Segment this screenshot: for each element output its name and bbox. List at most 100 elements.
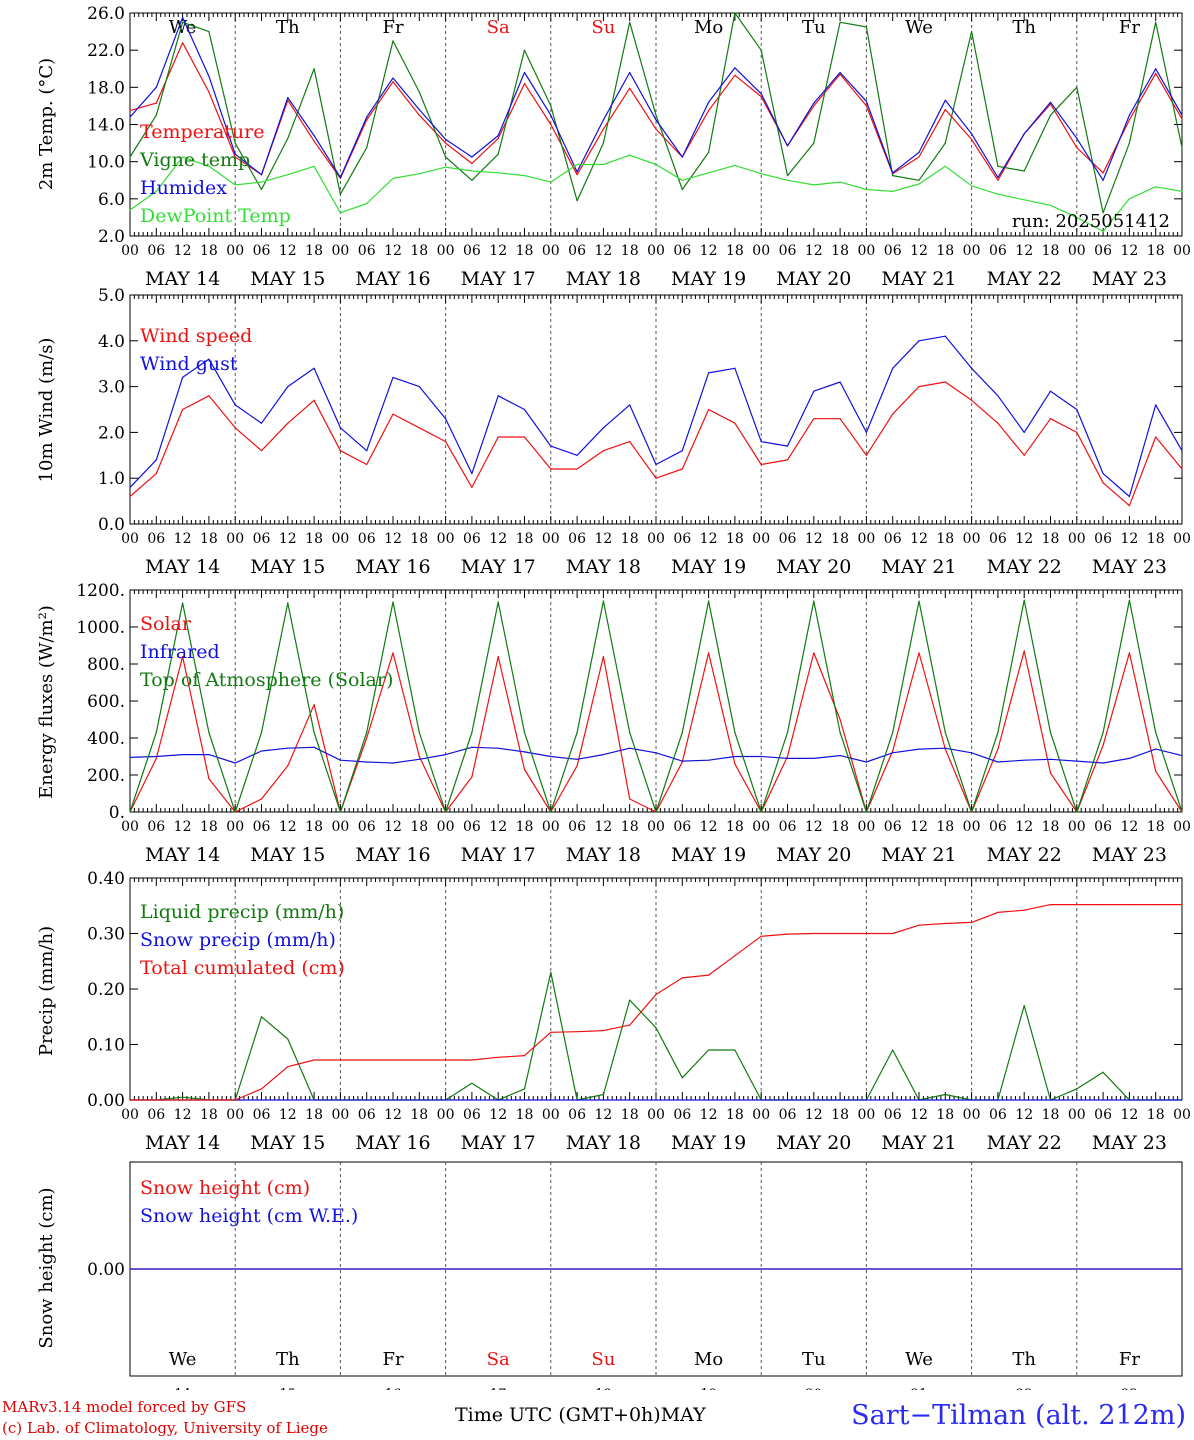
data-point <box>182 376 184 379</box>
data-point <box>1155 404 1157 406</box>
data-point <box>734 367 736 369</box>
hour-tick-label: 18 <box>410 1107 428 1123</box>
data-point <box>1102 1099 1104 1101</box>
data-point <box>418 386 420 388</box>
data-point <box>392 762 394 764</box>
data-point <box>471 156 473 158</box>
data-point <box>892 367 894 369</box>
data-point <box>681 1077 683 1079</box>
data-point <box>681 731 683 734</box>
data-point <box>471 170 473 172</box>
data-point <box>734 955 736 957</box>
hour-tick-label: 00 <box>857 819 875 835</box>
hour-tick-label: 06 <box>358 531 376 547</box>
date-label: MAY 22 <box>987 1132 1062 1154</box>
hour-tick-label: 06 <box>568 243 586 259</box>
hour-tick-label: 18 <box>516 1107 534 1123</box>
hour-tick-label: 12 <box>594 243 612 259</box>
hour-tick-label: 18 <box>621 819 639 835</box>
data-point <box>813 652 815 654</box>
data-point <box>602 754 605 756</box>
data-point <box>260 188 263 191</box>
data-point <box>392 601 394 603</box>
hour-tick-label: 18 <box>621 531 639 547</box>
hour-tick-label: 06 <box>463 243 481 259</box>
y-tick-label: 2.0 <box>98 423 125 443</box>
y-tick-label: 22.0 <box>87 41 125 61</box>
hour-tick-label: 18 <box>200 243 218 259</box>
data-point <box>392 77 394 79</box>
date-label: MAY 22 <box>987 844 1062 866</box>
data-point <box>418 114 420 116</box>
day-number-label: 17 <box>490 1387 507 1390</box>
data-point <box>944 731 946 734</box>
data-point <box>734 755 736 758</box>
data-point <box>839 73 841 75</box>
data-point <box>629 404 631 406</box>
hour-tick-label: 00 <box>1068 1107 1086 1123</box>
data-point <box>918 151 920 153</box>
data-point <box>681 761 683 763</box>
hour-tick-label: 18 <box>936 531 954 547</box>
date-label: MAY 15 <box>250 1132 325 1154</box>
data-point <box>944 165 946 167</box>
data-point <box>1155 21 1157 23</box>
hour-tick-label: 12 <box>279 819 297 835</box>
data-point <box>734 164 736 166</box>
data-point <box>997 395 999 397</box>
data-point <box>445 811 447 813</box>
data-point <box>1128 119 1130 121</box>
data-point <box>971 752 973 754</box>
data-point <box>497 1099 499 1101</box>
weekday-label: We <box>169 1349 197 1370</box>
hour-tick-label: 18 <box>726 531 744 547</box>
data-point <box>629 747 631 749</box>
hour-tick-label: 06 <box>884 1107 902 1123</box>
date-label: MAY 18 <box>566 844 641 866</box>
data-point <box>734 74 736 76</box>
data-point <box>182 21 184 23</box>
data-point <box>523 768 526 771</box>
data-point <box>208 731 210 734</box>
data-point <box>708 109 710 112</box>
date-label: MAY 21 <box>881 1132 956 1154</box>
data-point <box>865 761 868 763</box>
y-tick-label: 200. <box>87 766 125 786</box>
data-point <box>813 184 815 186</box>
data-point <box>708 1099 710 1101</box>
date-label: MAY 21 <box>881 268 956 290</box>
data-point <box>576 1031 578 1033</box>
data-point <box>392 413 394 415</box>
data-point <box>392 40 394 42</box>
data-point <box>208 75 210 77</box>
data-point <box>366 116 368 118</box>
data-point <box>445 142 447 144</box>
data-point <box>129 116 131 118</box>
data-point <box>497 1056 499 1058</box>
data-point <box>576 765 578 767</box>
hour-tick-label: 06 <box>884 531 902 547</box>
hour-tick-label: 12 <box>700 531 718 547</box>
model-credit: MARv3.14 model forced by GFS <box>2 1398 247 1416</box>
data-point <box>1023 909 1025 911</box>
legend-entry: Liquid precip (mm/h) <box>140 901 344 923</box>
data-point <box>234 156 236 158</box>
data-point <box>287 137 289 140</box>
data-point <box>1102 904 1104 906</box>
data-point <box>892 750 894 752</box>
data-point <box>1076 1088 1078 1090</box>
data-point <box>1181 1268 1183 1270</box>
data-point <box>786 175 789 177</box>
data-point <box>497 135 499 137</box>
data-point <box>523 1088 526 1090</box>
weekday-label: Fr <box>382 17 403 38</box>
data-point <box>471 1059 473 1061</box>
data-point <box>734 1049 736 1051</box>
hour-tick-label: 06 <box>673 819 691 835</box>
hour-tick-label: 06 <box>568 819 586 835</box>
data-point <box>339 212 341 214</box>
data-point <box>786 145 789 147</box>
data-point <box>1023 199 1025 201</box>
hour-tick-label: 18 <box>200 1107 218 1123</box>
y-tick-label: 1.0 <box>98 469 125 489</box>
